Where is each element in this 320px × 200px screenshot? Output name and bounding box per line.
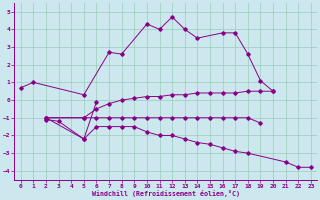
X-axis label: Windchill (Refroidissement éolien,°C): Windchill (Refroidissement éolien,°C): [92, 190, 240, 197]
